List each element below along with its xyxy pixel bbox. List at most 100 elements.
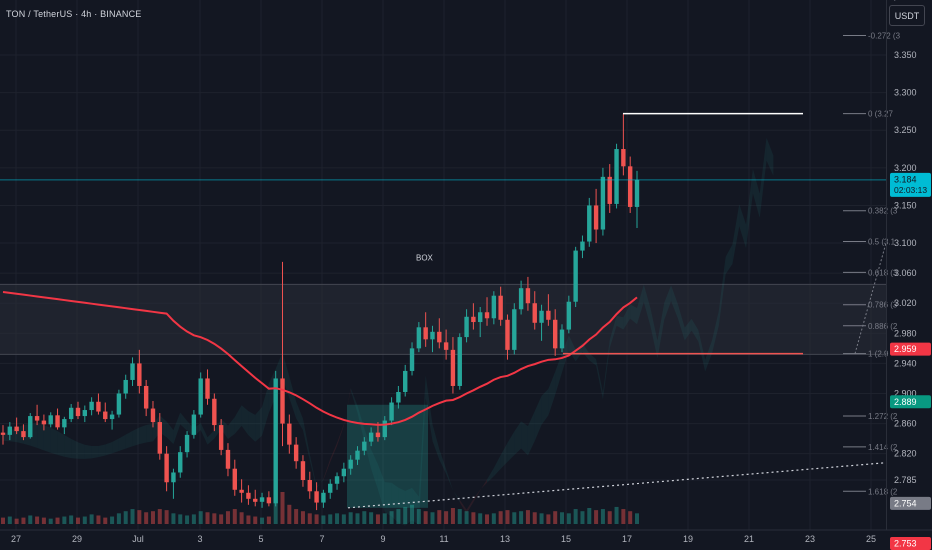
candle — [607, 164, 612, 213]
cloud-segment — [677, 304, 685, 341]
candle — [273, 370, 278, 507]
fib-label: -0.272 (3 — [868, 31, 901, 40]
volume-bar — [300, 511, 305, 524]
fibonacci-levels[interactable]: -0.414 (3 -0.272 (3 0 (3.27 0.382 (3 0.5 (3.… — [843, 0, 901, 496]
price-tag-bg — [890, 395, 931, 409]
cloud-segment — [718, 256, 726, 326]
cloud-segment — [432, 424, 440, 460]
candle — [437, 318, 442, 349]
candle-body — [471, 316, 476, 323]
fib-anchor-line — [854, 242, 887, 354]
candle — [566, 295, 572, 334]
candle-body — [246, 492, 251, 499]
price-tag-label: 3.184 — [894, 174, 917, 184]
candle — [525, 276, 531, 311]
candle — [389, 397, 394, 426]
fib-label: 1 (2.9 — [868, 350, 889, 359]
candle-body — [239, 489, 244, 493]
candle — [293, 437, 299, 469]
candlestick-series[interactable] — [0, 113, 640, 511]
candle-body — [287, 423, 292, 445]
candle-body — [55, 415, 60, 428]
cloud-segment — [705, 340, 712, 372]
candle-body — [396, 391, 401, 403]
cloud-segment — [364, 428, 372, 469]
candle — [96, 393, 101, 415]
cloud-segment — [405, 487, 413, 526]
candle — [184, 431, 190, 458]
volume-bar — [82, 516, 87, 524]
candle-body — [157, 422, 162, 454]
cloud-segment — [146, 423, 153, 443]
candle-body — [464, 316, 469, 338]
candle-body — [423, 327, 428, 340]
cloud-segment — [118, 434, 126, 452]
candle-body — [566, 301, 572, 330]
candle — [171, 468, 176, 499]
candle-body — [307, 480, 312, 492]
time-axis-label: 29 — [72, 534, 82, 544]
cloud-segment — [214, 418, 222, 439]
candle-body — [484, 312, 490, 319]
candle — [48, 412, 53, 428]
volume-bar — [362, 511, 367, 524]
cloud-segment — [616, 315, 624, 330]
candle — [382, 416, 387, 441]
candle — [205, 369, 210, 405]
currency-button[interactable]: USDT — [889, 5, 925, 26]
candle — [143, 379, 149, 417]
candle — [314, 482, 319, 511]
volume-bar — [273, 500, 278, 524]
volume-bar — [396, 509, 401, 524]
volume-bar — [260, 517, 265, 524]
candle — [123, 374, 128, 399]
cloud-segment — [596, 359, 603, 400]
cloud-segment — [227, 417, 235, 439]
price-axis[interactable]: 3.350 3.300 3.250 3.200 3.150 3.100 3.060 3.020… — [894, 50, 917, 485]
candle — [600, 167, 606, 236]
cloud-segment — [589, 353, 597, 366]
cloud-segment — [487, 467, 494, 483]
cloud-segment — [139, 424, 147, 445]
cloud-segment — [330, 442, 338, 463]
price-tag-bg — [890, 172, 931, 197]
volume-bar — [212, 513, 217, 524]
candle-body — [600, 176, 606, 230]
cloud-segment — [398, 487, 406, 526]
volume-bar — [178, 514, 183, 524]
price-axis-label: 3.100 — [894, 238, 917, 248]
candle-body — [164, 453, 169, 483]
candle — [491, 291, 497, 325]
candle — [580, 235, 585, 259]
volume-bar — [1, 517, 5, 524]
candle — [505, 314, 510, 360]
candle-body — [137, 363, 142, 386]
candle-body — [334, 476, 340, 484]
cloud-segment — [459, 499, 467, 514]
box-label: BOX — [416, 253, 434, 262]
cloud-segment — [84, 444, 92, 459]
fib-label: 0.382 (3 — [868, 207, 898, 216]
candle-body — [41, 420, 47, 425]
cloud-segment — [452, 490, 460, 503]
candle — [75, 401, 81, 420]
cloud-segment — [309, 454, 317, 489]
time-axis-label: 13 — [500, 534, 510, 544]
cloud-segment — [630, 304, 637, 325]
fib-label: 0.886 (2 — [868, 322, 898, 331]
time-axis-label: 17 — [622, 534, 632, 544]
cloud-segment — [725, 244, 733, 275]
cloud-segment — [302, 418, 310, 461]
price-axis-label: 3.250 — [894, 125, 917, 135]
volume-bar — [450, 508, 455, 524]
price-axis-label: 2.820 — [894, 449, 917, 459]
cloud-segment — [105, 441, 113, 456]
volume-bar — [498, 511, 503, 524]
candle-body — [68, 407, 74, 420]
candle — [34, 404, 40, 426]
time-axis[interactable]: 27 29 Jul 3 5 7 9 11 13 15 17 19 21 23 25 — [0, 529, 932, 544]
cloud-segment — [207, 430, 215, 445]
candle-body — [48, 415, 53, 425]
volume-bar — [314, 514, 319, 524]
